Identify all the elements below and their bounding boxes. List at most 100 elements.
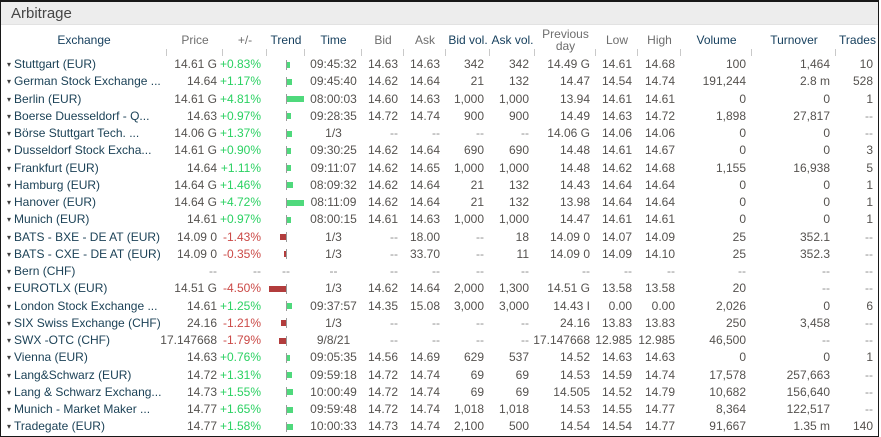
row-dropdown-icon[interactable]: ▾ [7, 60, 12, 70]
col-header-time[interactable]: Time [305, 25, 362, 56]
exchange-cell: ▾ SIX Swiss Exchange (CHF) [1, 315, 167, 332]
change-cell: +0.97% [219, 212, 261, 227]
change-cell: +0.97% [219, 108, 261, 123]
row-dropdown-icon[interactable]: ▾ [7, 284, 12, 294]
trend-positive-bar [286, 130, 292, 137]
price-cell: 14.61 G [174, 91, 217, 106]
table-row[interactable]: ▾ BATS - BXE - DE AT (EUR) 14.09 0 -1.43… [1, 229, 878, 246]
table-row[interactable]: ▾ SWX -OTC (CHF) 17.147668 -1.79% -- 9/8… [1, 332, 878, 349]
time-cell: 1/3 [325, 315, 342, 330]
trend-positive-bar [286, 182, 293, 189]
exchange-name: Hamburg (EUR) [14, 177, 101, 192]
row-dropdown-icon[interactable]: ▾ [7, 353, 12, 363]
price-cell: 17.147668 [160, 333, 217, 348]
col-header-ask-volume[interactable]: Ask vol. [490, 25, 535, 56]
row-dropdown-icon[interactable]: ▾ [7, 318, 12, 328]
table-row[interactable]: ▾ Vienna (EUR) 14.63 +0.76% -- 09:05:35 … [1, 349, 878, 366]
row-dropdown-icon[interactable]: ▾ [7, 215, 12, 225]
trades-cell: 3 [866, 143, 873, 158]
row-dropdown-icon[interactable]: ▾ [7, 249, 12, 259]
change-cell: +1.46% [219, 177, 261, 192]
row-dropdown-icon[interactable]: ▾ [7, 146, 12, 156]
trend-positive-bar [286, 406, 293, 413]
time-cell: 08:00:15 [310, 212, 357, 227]
col-header-trades[interactable]: Trades [839, 33, 876, 47]
table-row[interactable]: ▾ Munich - Market Maker ... 14.77 +1.65%… [1, 401, 878, 418]
col-header-volume[interactable]: Volume [681, 25, 752, 56]
table-row[interactable]: ▾ Boerse Duesseldorf - Q... 14.63 +0.97%… [1, 108, 878, 125]
trend-bar: -- [267, 94, 305, 105]
previous-day-cell: 14.52 [559, 350, 590, 365]
table-row[interactable]: ▾ Frankfurt (EUR) 14.64 +1.11% -- 09:11:… [1, 160, 878, 177]
price-cell: 14.61 [186, 212, 217, 227]
col-header-bid[interactable]: Bid [362, 25, 404, 56]
table-row[interactable]: ▾ German Stock Exchange ... 14.64 +1.17%… [1, 73, 878, 90]
col-header-turnover[interactable]: Turnover [752, 25, 836, 56]
col-header-high[interactable]: High [638, 25, 681, 56]
volume-cell: 91,667 [709, 419, 746, 434]
row-dropdown-icon[interactable]: ▾ [7, 387, 12, 397]
table-row[interactable]: ▾ Stuttgart (EUR) 14.61 G +0.83% -- 09:4… [1, 56, 878, 73]
high-cell: 14.61 [644, 91, 675, 106]
col-header-bid-volume[interactable]: Bid vol. [446, 25, 490, 56]
trend-axis [285, 283, 287, 294]
high-cell: 14.64 [644, 195, 675, 210]
row-dropdown-icon[interactable]: ▾ [7, 405, 12, 415]
row-dropdown-icon[interactable]: ▾ [7, 111, 12, 121]
col-header-price[interactable]: Price [167, 25, 223, 56]
high-cell: 14.61 [644, 212, 675, 227]
row-dropdown-icon[interactable]: ▾ [7, 77, 12, 87]
table-row[interactable]: ▾ Dusseldorf Stock Excha... 14.61 G +0.9… [1, 142, 878, 159]
table-row[interactable]: ▾ Hamburg (EUR) 14.64 G +1.46% -- 08:09:… [1, 177, 878, 194]
col-header-previous-day[interactable]: Previous day [535, 25, 596, 56]
row-dropdown-icon[interactable]: ▾ [7, 129, 12, 139]
row-dropdown-icon[interactable]: ▾ [7, 163, 12, 173]
table-row[interactable]: ▾ Hanover (EUR) 14.64 G +4.72% -- 08:11:… [1, 194, 878, 211]
exchange-cell: ▾ Munich (EUR) [1, 211, 167, 228]
row-dropdown-icon[interactable]: ▾ [7, 267, 12, 277]
turnover-cell: 2.8 m [799, 74, 830, 89]
trend-positive-bar [286, 199, 304, 206]
row-dropdown-icon[interactable]: ▾ [7, 336, 12, 346]
trend-bar: -- [282, 264, 290, 279]
row-dropdown-icon[interactable]: ▾ [7, 232, 12, 242]
ask-volume-cell: -- [521, 333, 529, 348]
row-dropdown-icon[interactable]: ▾ [7, 198, 12, 208]
table-row[interactable]: ▾ SIX Swiss Exchange (CHF) 24.16 -1.21% … [1, 315, 878, 332]
trend-bar: -- [267, 249, 305, 260]
trades-cell: 1 [866, 212, 873, 227]
row-dropdown-icon[interactable]: ▾ [7, 422, 12, 432]
ask-cell: 14.64 [409, 281, 440, 296]
row-dropdown-icon[interactable]: ▾ [7, 94, 12, 104]
col-header-exchange[interactable]: Exchange [1, 25, 167, 56]
row-dropdown-icon[interactable]: ▾ [7, 301, 12, 311]
volume-cell: 8,364 [715, 402, 746, 417]
table-row[interactable]: ▾ Lang&Schwarz (EUR) 14.72 +1.31% -- 09:… [1, 367, 878, 384]
time-cell: 9/8/21 [316, 333, 351, 348]
table-row[interactable]: ▾ Börse Stuttgart Tech. ... 14.06 G +1.3… [1, 125, 878, 142]
col-header-ask[interactable]: Ask [404, 25, 446, 56]
col-header-change[interactable]: +/- [223, 25, 267, 56]
table-row[interactable]: ▾ Bern (CHF) -- -- -- -- -- -- -- -- -- … [1, 263, 878, 280]
trend-bar: -- [267, 163, 305, 174]
high-cell: 14.68 [644, 160, 675, 175]
time-cell: 09:45:32 [310, 57, 357, 72]
table-row[interactable]: ▾ EUROTLX (EUR) 14.51 G -4.50% -- 1/3 14… [1, 280, 878, 297]
table-row[interactable]: ▾ Tradegate (EUR) 14.77 +1.58% -- 10:00:… [1, 418, 878, 435]
low-cell: -- [624, 264, 632, 279]
bid-volume-cell: -- [476, 229, 484, 244]
high-cell: 14.77 [644, 419, 675, 434]
time-cell: 1/3 [325, 281, 342, 296]
table-row[interactable]: ▾ Munich (EUR) 14.61 +0.97% -- 08:00:15 … [1, 211, 878, 228]
table-row[interactable]: ▾ BATS - CXE - DE AT (EUR) 14.09 0 -0.35… [1, 246, 878, 263]
table-row[interactable]: ▾ Berlin (EUR) 14.61 G +4.81% -- 08:00:0… [1, 91, 878, 108]
trend-axis [285, 318, 287, 329]
row-dropdown-icon[interactable]: ▾ [7, 370, 12, 380]
row-dropdown-icon[interactable]: ▾ [7, 180, 12, 190]
bid-volume-cell: 3,000 [453, 298, 484, 313]
col-header-trend[interactable]: Trend [267, 25, 305, 56]
col-header-low[interactable]: Low [596, 25, 638, 56]
table-row[interactable]: ▾ London Stock Exchange ... 14.61 +1.25%… [1, 298, 878, 315]
table-row[interactable]: ▾ Lang & Schwarz Exchang... 14.73 +1.55%… [1, 384, 878, 401]
trend-axis [285, 163, 287, 174]
